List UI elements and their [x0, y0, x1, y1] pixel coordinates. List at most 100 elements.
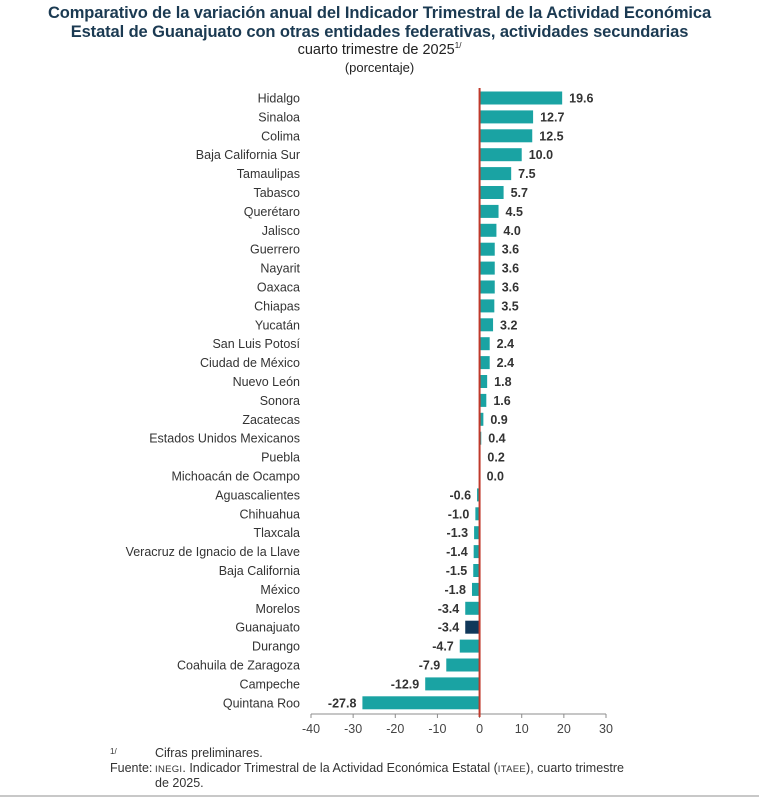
value-label: 10.0	[529, 148, 553, 162]
category-label: Sonora	[260, 394, 300, 408]
value-label: -7.9	[419, 659, 441, 673]
bars-group	[362, 91, 563, 710]
category-label: Colima	[261, 129, 300, 143]
bar-25	[473, 564, 480, 577]
category-label: Zacatecas	[242, 413, 300, 427]
bar-23	[474, 526, 480, 540]
category-label: Nayarit	[260, 262, 300, 276]
value-label: -12.9	[391, 677, 420, 691]
category-labels-group: Hidalgo Sinaloa Colima Baja California Sur T…	[126, 92, 301, 711]
value-label: 4.5	[506, 205, 523, 219]
value-label: -1.0	[448, 507, 470, 521]
footnote-marker: 1/	[110, 747, 117, 756]
bar-26	[471, 582, 480, 596]
value-label: 5.7	[511, 186, 528, 200]
value-label: -1.5	[446, 564, 468, 578]
value-label: 3.2	[500, 318, 517, 332]
value-label: 3.6	[502, 243, 519, 257]
x-tick-label: -40	[302, 722, 320, 736]
chart-subtitle: cuarto trimestre de 20251/	[0, 41, 759, 58]
bar-0	[479, 91, 563, 105]
bar-8	[479, 242, 495, 256]
chart-unit: (porcentaje)	[344, 60, 415, 75]
bar-13	[479, 337, 490, 351]
value-label: -1.8	[444, 583, 466, 597]
category-label: Tlaxcala	[253, 526, 300, 540]
bar-16	[479, 393, 487, 407]
bar-14	[479, 356, 490, 370]
value-label: 12.7	[540, 110, 564, 124]
value-label: 0.9	[490, 413, 507, 427]
chart-title-line-2: Estatal de Guanajuato con otras entidade…	[70, 23, 689, 41]
footnote-text: Cifras preliminares.	[155, 746, 263, 760]
category-label: Chihuahua	[240, 507, 301, 521]
x-tick-label: -30	[344, 722, 362, 736]
category-label: Oaxaca	[257, 281, 300, 295]
category-label: Jalisco	[262, 224, 300, 238]
x-tick-label: 10	[515, 722, 529, 736]
category-label: Chiapas	[254, 299, 300, 313]
bar-21	[477, 488, 480, 502]
value-label: 1.8	[494, 375, 511, 389]
category-label: Guanajuato	[235, 621, 300, 635]
value-label: -3.4	[438, 621, 460, 635]
value-label: -4.7	[432, 640, 454, 654]
subtitle-note-marker: 1/	[454, 41, 462, 50]
value-label: 0.2	[487, 451, 504, 465]
category-label: Quintana Roo	[223, 696, 300, 710]
bar-12	[479, 318, 494, 332]
bar-7	[479, 223, 497, 237]
source-org: INEGI	[155, 764, 183, 775]
category-label: Tamaulipas	[237, 167, 300, 181]
source-text-part-2: ), cuarto trimestre	[526, 761, 624, 775]
category-label: Coahuila de Zaragoza	[177, 659, 300, 673]
category-label: Veracruz de Ignacio de la Llave	[126, 545, 300, 559]
category-label: Nuevo León	[233, 375, 300, 389]
source-text: INEGI. Indicador Trimestral de la Activi…	[155, 761, 624, 777]
category-label: Guerrero	[250, 243, 300, 257]
value-label: 1.6	[493, 394, 510, 408]
value-label: -1.3	[447, 526, 469, 540]
bar-28	[465, 620, 480, 634]
category-label: Ciudad de México	[200, 356, 300, 370]
category-label: Morelos	[256, 602, 300, 616]
bar-6	[479, 204, 499, 218]
bar-22	[475, 507, 480, 521]
category-label: Aguascalientes	[215, 488, 300, 502]
value-label: -3.4	[438, 602, 460, 616]
source-text-line-2: de 2025.	[155, 776, 204, 790]
bar-29	[459, 639, 480, 653]
chart-title-line-1: Comparativo de la variación anual del In…	[47, 4, 712, 22]
value-label: 2.4	[497, 337, 514, 351]
value-label: -27.8	[328, 696, 357, 710]
bar-17	[479, 412, 484, 426]
source-abbreviation: ITAEE	[497, 764, 527, 775]
category-label: Hidalgo	[258, 92, 300, 106]
value-label: -1.4	[446, 545, 468, 559]
value-label: 3.6	[502, 262, 519, 276]
value-label: 3.6	[502, 281, 519, 295]
bottom-divider	[0, 795, 759, 797]
value-label: 12.5	[539, 129, 563, 143]
bar-30	[446, 658, 480, 672]
bar-15	[479, 375, 488, 388]
category-label: Campeche	[240, 677, 300, 691]
bar-10	[479, 280, 495, 294]
category-label: Tabasco	[253, 186, 300, 200]
bar-31	[425, 677, 480, 691]
source-label: Fuente:	[110, 761, 153, 775]
value-label: 0.0	[487, 470, 504, 484]
value-labels-group: 19.6 12.7 12.5 10.0 7.5 5.7 4.5 4.0 3.6 3.6 3.6 3.5…	[328, 92, 594, 711]
category-label: San Luis Potosí	[212, 337, 300, 351]
value-label: 7.5	[518, 167, 535, 181]
x-axis: -40 -30 -20 -10 0 10 20 30	[302, 88, 613, 736]
bar-27	[465, 601, 480, 615]
category-label: Querétaro	[244, 205, 300, 219]
value-label: 0.4	[488, 432, 505, 446]
bar-11	[479, 299, 495, 313]
x-tick-label: 0	[476, 722, 483, 736]
bar-4	[479, 167, 512, 181]
category-label: Estados Unidos Mexicanos	[149, 432, 300, 446]
category-label: Durango	[252, 640, 300, 654]
value-label: 3.5	[501, 299, 518, 313]
